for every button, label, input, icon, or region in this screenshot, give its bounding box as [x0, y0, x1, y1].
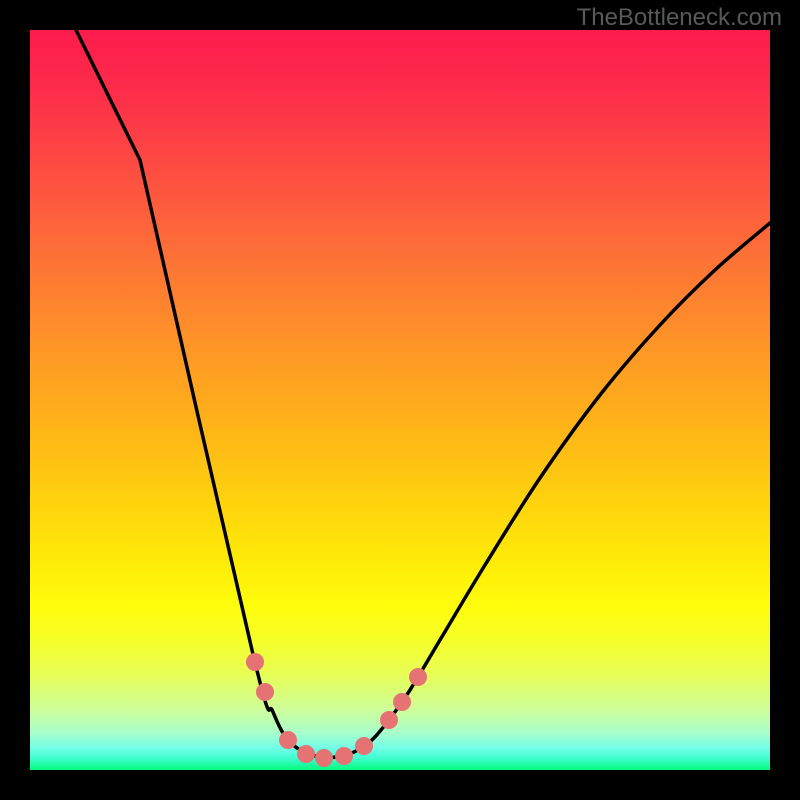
data-marker: [393, 693, 411, 711]
data-marker: [256, 683, 274, 701]
data-marker: [279, 731, 297, 749]
data-marker: [246, 653, 264, 671]
data-marker: [315, 749, 333, 767]
bottleneck-curve-chart: [30, 30, 770, 770]
data-marker: [409, 668, 427, 686]
gradient-background: [30, 30, 770, 770]
watermark-text: TheBottleneck.com: [577, 4, 782, 32]
chart-container: TheBottleneck.com: [0, 0, 800, 800]
data-marker: [355, 737, 373, 755]
data-marker: [335, 747, 353, 765]
data-marker: [380, 711, 398, 729]
data-marker: [297, 745, 315, 763]
